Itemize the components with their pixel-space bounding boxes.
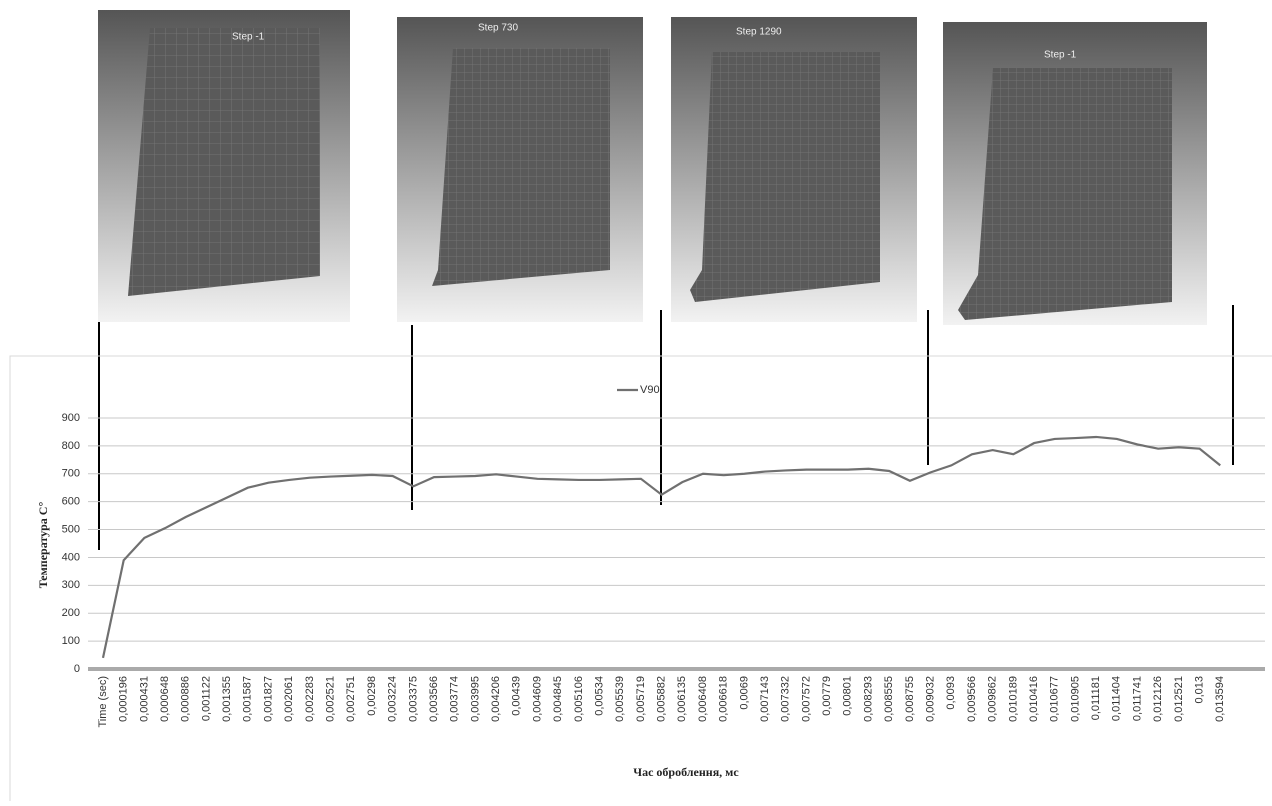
mesh xyxy=(128,28,320,296)
x-tick-label: 0,002751 xyxy=(345,676,357,722)
y-tick-label: 500 xyxy=(62,523,80,535)
x-tick-label: 0,000648 xyxy=(159,676,171,722)
x-tick-label: 0,0093 xyxy=(945,676,957,710)
x-tick-label: 0,00439 xyxy=(511,676,523,716)
y-tick-label: 600 xyxy=(62,496,80,508)
y-tick-label: 200 xyxy=(62,607,80,619)
x-tick-label: 0,005106 xyxy=(573,676,585,722)
x-tick-label: 0,006618 xyxy=(718,676,730,722)
x-tick-label: 0,009566 xyxy=(966,676,978,722)
x-tick-label: 0,002283 xyxy=(304,676,316,722)
x-tick-label: 0,007572 xyxy=(800,676,812,722)
page: Step -1 Step 730 Step 1290 Step -1 Час о… xyxy=(0,0,1272,801)
x-tick-label: 0,009862 xyxy=(987,676,999,722)
x-tick-label: 0,009032 xyxy=(925,676,937,722)
y-tick-label: 400 xyxy=(62,551,80,563)
x-tick-label: 0,000196 xyxy=(118,676,130,722)
x-tick-label: Time (sec) xyxy=(97,676,109,728)
y-axis-title: Температура С° xyxy=(36,502,50,589)
x-tick-label: 0,007143 xyxy=(759,676,771,722)
x-tick-label: 0,012521 xyxy=(1173,676,1185,722)
x-tick-label: 0,001587 xyxy=(242,676,254,722)
x-tick-label: 0,006135 xyxy=(676,676,688,722)
x-tick-label: 0,00801 xyxy=(842,676,854,716)
x-tick-label: 0,010905 xyxy=(1069,676,1081,722)
x-tick-label: 0,010677 xyxy=(1049,676,1061,722)
x-tick-label: 0,011404 xyxy=(1111,676,1123,721)
x-tick-label: 0,005882 xyxy=(656,676,668,722)
x-tick-label: 0,002061 xyxy=(283,676,295,722)
x-tick-label: 0,003375 xyxy=(407,676,419,722)
x-tick-label: 0,004609 xyxy=(531,676,543,722)
x-tick-label: 0,001122 xyxy=(200,676,212,721)
step-label: Step 730 xyxy=(478,23,518,34)
x-tick-label: 0,000431 xyxy=(138,676,150,722)
x-tick-label: 0,003224 xyxy=(387,676,399,722)
x-tick-label: 0,011181 xyxy=(1090,676,1102,720)
x-tick-label: 0,00298 xyxy=(366,676,378,716)
x-tick-label: 0,000886 xyxy=(180,676,192,722)
connectors xyxy=(99,305,1233,550)
plot: 0 100 200 300 400 500 600 700 800 900 Time (sec) 0,… xyxy=(62,384,1265,728)
step-label: Step 1290 xyxy=(736,27,782,38)
x-tick-label: 0,00534 xyxy=(593,676,605,716)
chart-frame xyxy=(10,356,1272,801)
x-tick-label: 0,003774 xyxy=(449,676,461,722)
x-tick-label: 0,008555 xyxy=(883,676,895,722)
y-tick-label: 800 xyxy=(62,440,80,452)
x-tick-label: 0,008755 xyxy=(904,676,916,722)
x-tick-label: 0,0069 xyxy=(738,676,750,710)
step-label: Step -1 xyxy=(1044,50,1077,61)
x-tick-label: 0,012126 xyxy=(1152,676,1164,722)
x-tick-label: 0,013 xyxy=(1193,676,1205,704)
x-tick-label: 0,005719 xyxy=(635,676,647,722)
step-label: Step -1 xyxy=(232,32,265,43)
mesh xyxy=(690,52,880,302)
x-tick-label: 0,010416 xyxy=(1028,676,1040,722)
x-tick-label: 0,003566 xyxy=(428,676,440,722)
x-tick-label: 0,007332 xyxy=(780,676,792,722)
legend-label: V90 xyxy=(640,384,660,396)
x-tick-label: 0,004845 xyxy=(552,676,564,722)
x-tick-label: 0,004206 xyxy=(490,676,502,722)
x-tick-label: 0,006408 xyxy=(697,676,709,722)
x-tick-label: 0,001355 xyxy=(221,676,233,722)
x-tick-label: 0,010189 xyxy=(1007,676,1019,722)
x-tick-label: 0,003995 xyxy=(469,676,481,722)
mesh-panels: Step -1 Step 730 Step 1290 Step -1 xyxy=(98,10,1207,325)
y-tick-label: 900 xyxy=(62,412,80,424)
x-tick-label: 0,001827 xyxy=(262,676,274,722)
x-tick-label: 0,00779 xyxy=(821,676,833,716)
y-tick-label: 700 xyxy=(62,468,80,480)
x-tick-label: 0,011741 xyxy=(1131,676,1143,721)
x-tick-label: 0,008293 xyxy=(862,676,874,722)
y-tick-label: 100 xyxy=(62,635,80,647)
x-tick-label: 0,005539 xyxy=(614,676,626,722)
x-tick-label: 0,013594 xyxy=(1214,676,1226,722)
y-tick-label: 300 xyxy=(62,579,80,591)
x-tick-label: 0,002521 xyxy=(324,676,336,722)
x-axis-title: Час оброблення, мс xyxy=(633,765,739,779)
y-tick-label: 0 xyxy=(74,663,80,675)
mesh xyxy=(432,48,610,286)
